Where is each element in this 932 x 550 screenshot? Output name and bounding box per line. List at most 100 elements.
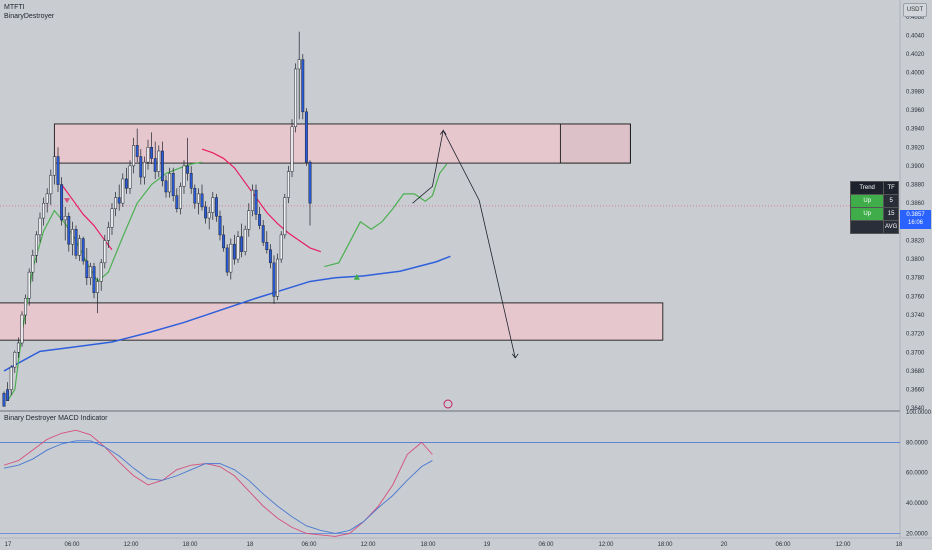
price-tick-label: 0.3760 (906, 294, 925, 300)
candle (67, 212, 71, 252)
candle-body (272, 262, 276, 297)
candle (182, 160, 186, 194)
candle (214, 193, 218, 222)
candle (74, 225, 78, 260)
candle-body (304, 111, 308, 163)
candle-body (103, 240, 107, 264)
projection-arrow (412, 129, 519, 409)
candle-body (121, 178, 125, 204)
candle (70, 221, 74, 256)
candle (276, 253, 280, 301)
candle-body (236, 236, 240, 260)
time-axis[interactable]: 17 06:00 12:00 18:00 18 06:00 12:00 18:00 19 06:0… (5, 542, 903, 548)
candle (139, 149, 143, 185)
price-tick-label: 0.3800 (906, 257, 925, 263)
symbol-name[interactable]: MTFTI (4, 4, 25, 11)
trend-row-15-tf: 15 (884, 208, 898, 220)
candle (297, 31, 301, 120)
candle-body (268, 249, 272, 264)
bar-countdown: 16:06 (907, 220, 923, 226)
moving-average-series (3, 255, 451, 372)
candle-body (2, 393, 6, 407)
current-price-tag: 0.3857 16:06 (900, 210, 931, 229)
candle (2, 391, 6, 407)
time-tick-label: 18:00 (657, 542, 673, 548)
candle (171, 167, 175, 202)
candle-body (96, 281, 100, 293)
supertrend-segment-3 (324, 163, 448, 268)
candle (279, 231, 283, 263)
candle-body (60, 184, 64, 221)
candle-body (132, 145, 136, 167)
candle (13, 350, 17, 373)
candle (254, 184, 258, 220)
supertrend-segment-0 (7, 161, 203, 402)
candle (168, 167, 172, 198)
candle-body (42, 202, 46, 219)
candle (132, 137, 136, 174)
candle-body (153, 158, 157, 172)
candle-body (258, 214, 262, 226)
macd-indicator-title[interactable]: Binary Destroyer MACD Indicator (4, 415, 108, 422)
candle (200, 184, 204, 211)
candle-body (168, 173, 172, 193)
candle-body (232, 243, 236, 260)
macd-tick-label: 60.0000 (906, 471, 928, 477)
candle-body (178, 186, 182, 210)
currency-button[interactable]: USDT (903, 3, 927, 17)
candle-body (67, 215, 71, 245)
candle (186, 137, 190, 181)
candle-body (49, 174, 53, 195)
candle (20, 311, 24, 347)
candle-body (16, 342, 20, 353)
candle (103, 234, 107, 269)
candle (128, 160, 132, 194)
candle (24, 294, 28, 325)
candle-body (45, 193, 49, 204)
time-tick-label: 17 (5, 542, 12, 548)
candle-body (225, 247, 229, 273)
candle-body (294, 68, 298, 127)
tf-header: TF (887, 185, 895, 191)
candle (78, 234, 82, 261)
candle-body (247, 210, 251, 230)
price-tick-label: 0.3980 (906, 89, 925, 95)
candle-body (164, 180, 168, 193)
candle (283, 193, 287, 239)
price-tick-label: 0.4000 (906, 71, 925, 77)
candle (290, 119, 294, 178)
candle-body (20, 314, 24, 344)
candle-body (34, 234, 38, 256)
price-tick-label: 0.4040 (906, 33, 925, 39)
candle (218, 210, 222, 241)
candle (160, 141, 164, 187)
projection-arrowhead-up (439, 129, 447, 135)
candle (135, 128, 139, 163)
price-tick-label: 0.3920 (906, 145, 925, 151)
candle-body (9, 366, 13, 390)
candle-body (106, 227, 110, 241)
zone-1 (0, 302, 664, 341)
candle (52, 150, 56, 185)
candle (243, 225, 247, 256)
candle-body (139, 156, 143, 178)
time-tick-label: 12:00 (123, 542, 139, 548)
candle-body (214, 197, 218, 217)
candle (207, 206, 211, 230)
candle-body (243, 229, 247, 252)
price-tick-label: 0.3960 (906, 108, 925, 114)
price-tick-label: 0.3680 (906, 369, 925, 375)
candle (42, 197, 46, 226)
price-tick-label: 0.3700 (906, 350, 925, 356)
candle-body (175, 195, 179, 210)
candle (96, 277, 100, 314)
price-zones (0, 123, 664, 341)
candle (261, 219, 265, 247)
trend-row-avg-status (851, 221, 885, 233)
candle (92, 262, 96, 299)
price-tick-label: 0.3900 (906, 164, 925, 170)
candlesticks[interactable] (2, 31, 312, 407)
alert-icon (443, 399, 453, 409)
candle-body (99, 262, 103, 282)
